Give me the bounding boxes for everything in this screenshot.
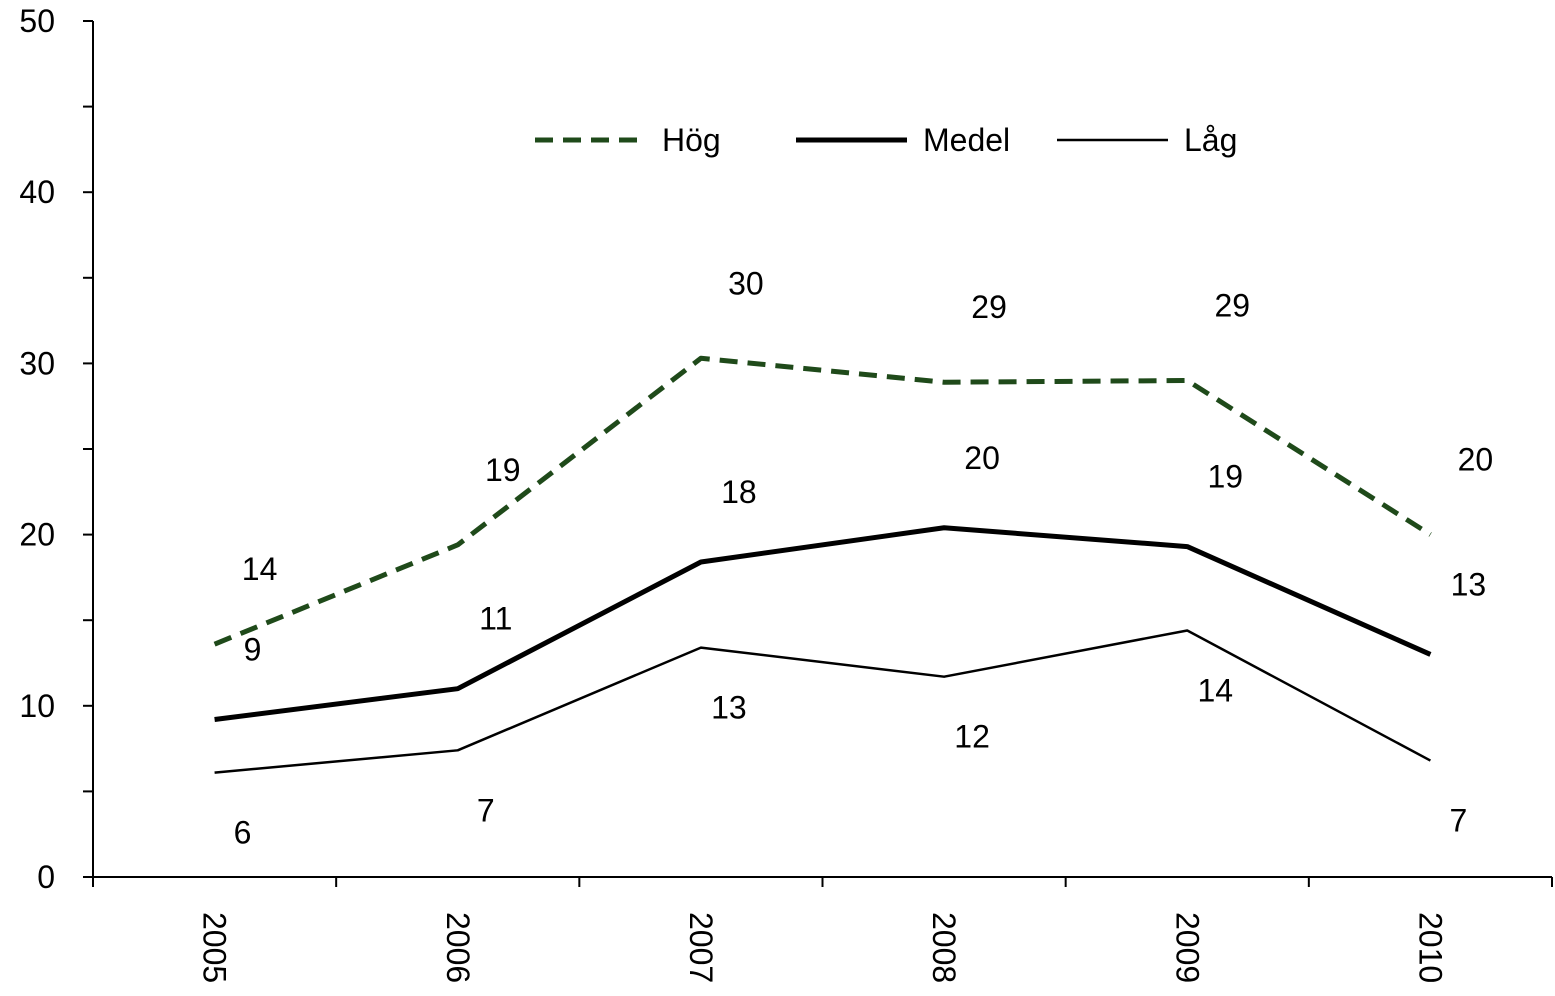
legend-label: Hög [662,122,721,158]
data-label: 12 [954,719,990,755]
data-label: 13 [1451,566,1487,602]
x-tick-label: 2007 [683,912,719,983]
data-label: 6 [234,815,252,851]
y-tick-label: 20 [19,517,55,553]
y-tick-label: 50 [19,3,55,39]
data-label: 11 [479,601,512,637]
data-label: 9 [244,631,262,667]
x-tick-label: 2010 [1412,912,1448,983]
series-line [214,629,1432,774]
data-label: 30 [728,265,764,301]
series-line [213,355,1432,647]
series-line [214,525,1432,722]
legend-label: Låg [1184,122,1237,158]
x-tick-label: 2009 [1169,912,1205,983]
x-tick-label: 2006 [440,912,476,983]
data-label: 19 [1207,459,1243,495]
data-label: 19 [485,452,521,488]
data-label: 14 [1197,672,1233,708]
data-label: 7 [1450,803,1468,839]
data-label: 14 [242,551,278,587]
data-label: 18 [721,474,757,510]
data-label: 29 [971,289,1007,325]
y-tick-label: 0 [37,859,55,895]
y-tick-label: 30 [19,345,55,381]
x-tick-label: 2008 [926,912,962,983]
data-label: 20 [1458,442,1494,478]
data-label: 20 [964,440,1000,476]
x-tick-label: 2005 [197,912,233,983]
data-label: 13 [711,690,747,726]
y-tick-label: 10 [19,688,55,724]
legend-label: Medel [923,122,1010,158]
y-tick-label: 40 [19,174,55,210]
data-label: 7 [477,792,495,828]
data-label: 29 [1214,288,1250,324]
